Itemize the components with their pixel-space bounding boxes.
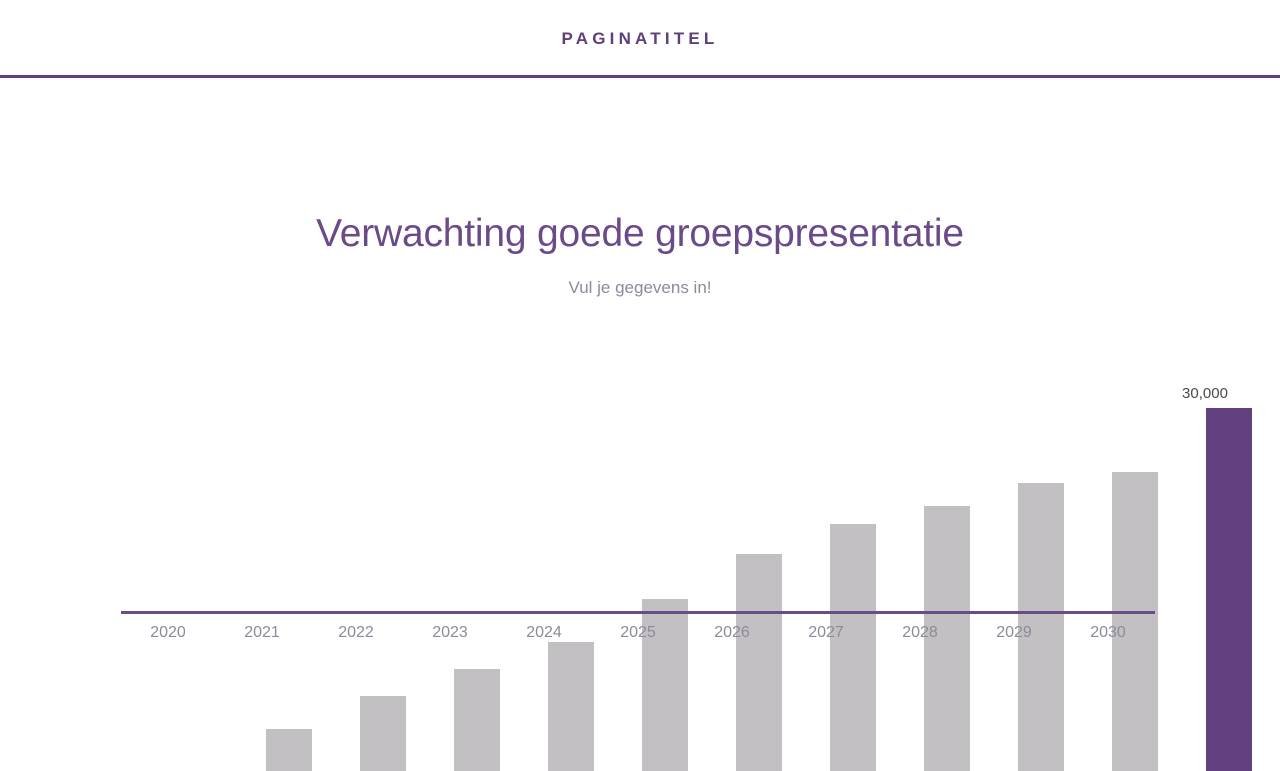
x-axis-tick-label: 2022 <box>338 624 374 641</box>
bar-slot <box>900 396 994 771</box>
x-axis-tick-label: 2024 <box>526 624 562 641</box>
bar[interactable] <box>360 696 406 771</box>
bar-slot <box>242 396 336 771</box>
x-axis-tick-label: 2030 <box>1090 624 1126 641</box>
x-axis-tick-label: 2027 <box>808 624 844 641</box>
header-divider <box>0 75 1280 78</box>
chart-subtitle: Vul je gegevens in! <box>568 278 712 297</box>
chart-title: Verwachting goede groepspresentatie <box>316 212 964 255</box>
x-axis-tick-label: 2021 <box>244 624 280 641</box>
bar-slot: 30,000 <box>1182 385 1276 771</box>
bar[interactable] <box>266 729 312 771</box>
bar-slot <box>618 396 712 771</box>
bar-series: 30,000 <box>242 385 1276 771</box>
x-axis-tick-label: 2028 <box>902 624 938 641</box>
bar[interactable] <box>454 669 500 771</box>
x-axis-tick-label: 2029 <box>996 624 1032 641</box>
bar-slot <box>712 396 806 771</box>
x-axis-tick-label: 2023 <box>432 624 468 641</box>
x-axis-tick-label: 2020 <box>150 624 186 641</box>
page-title: PAGINATITEL <box>561 28 719 48</box>
bar-slot <box>336 396 430 771</box>
bar-slot <box>806 396 900 771</box>
bar-slot <box>994 396 1088 771</box>
x-axis-line <box>121 611 1155 614</box>
x-axis-tick-label: 2025 <box>620 624 656 641</box>
chart-container: Verwachting goede groepspresentatie Vul … <box>0 76 1280 771</box>
bar-slot <box>430 396 524 771</box>
x-axis-tick-label: 2026 <box>714 624 750 641</box>
bar-value-label: 30,000 <box>1182 385 1228 402</box>
bar[interactable] <box>736 554 782 771</box>
bar[interactable] <box>548 642 594 771</box>
bar-slot <box>1088 396 1182 771</box>
bar-slot <box>524 396 618 771</box>
x-axis-tick-labels: 2020 2021 2022 2023 2024 2025 2026 2027 2028 2029… <box>121 621 1155 651</box>
plot-area: 30,000 <box>121 236 1252 771</box>
bar[interactable] <box>1206 408 1252 771</box>
slide-header: PAGINATITEL <box>0 0 1280 76</box>
